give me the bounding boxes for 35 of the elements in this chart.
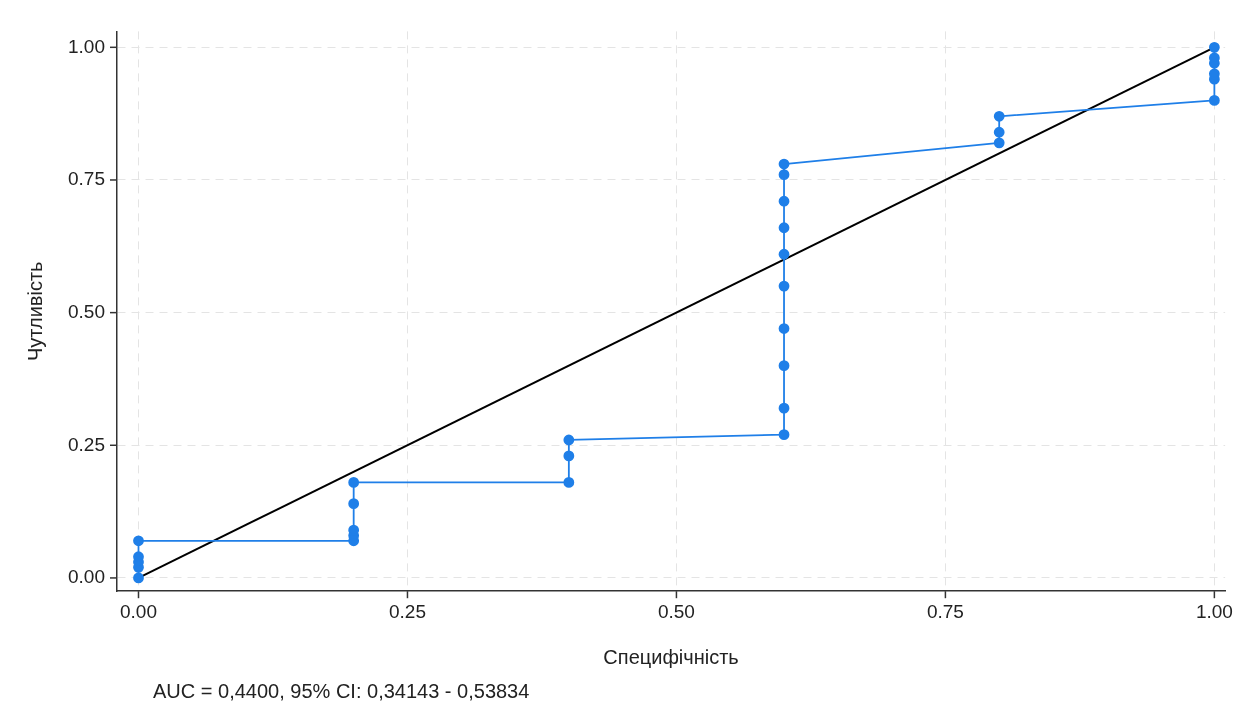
point xyxy=(1208,41,1220,53)
y-tick-label: 1.00 xyxy=(68,35,105,57)
point xyxy=(993,110,1005,122)
point xyxy=(348,498,360,510)
y-axis-title: Чутливість xyxy=(23,261,46,362)
x-tick-label: 0.25 xyxy=(388,600,426,622)
x-tick-label: 0.00 xyxy=(120,600,157,622)
point xyxy=(563,434,575,446)
point xyxy=(1208,94,1220,106)
x-tick-label: 0.75 xyxy=(926,600,964,622)
x-tick-label: 1.00 xyxy=(1195,600,1233,622)
y-tick-label: 0.50 xyxy=(68,300,105,322)
x-axis-title: Специфічність xyxy=(603,645,739,668)
point xyxy=(563,450,575,462)
point xyxy=(133,572,144,584)
point xyxy=(778,323,790,334)
point xyxy=(563,477,575,488)
y-tick-label: 0.00 xyxy=(68,566,105,588)
point xyxy=(778,169,790,181)
point xyxy=(778,222,790,234)
y-tick-label: 0.75 xyxy=(68,168,105,190)
point xyxy=(778,280,790,292)
point xyxy=(993,126,1005,138)
y-tick-label: 0.25 xyxy=(68,433,105,455)
point xyxy=(133,535,144,547)
point xyxy=(778,402,790,414)
x-tick-label: 0.50 xyxy=(657,600,695,622)
point xyxy=(778,248,790,260)
point xyxy=(778,429,790,441)
point xyxy=(778,360,790,372)
text: AUC = 0,4400, 95% CI: 0,34143 - 0,53834 xyxy=(152,680,531,703)
point xyxy=(993,137,1005,149)
point xyxy=(348,477,360,488)
point xyxy=(778,158,790,170)
point xyxy=(778,195,790,207)
